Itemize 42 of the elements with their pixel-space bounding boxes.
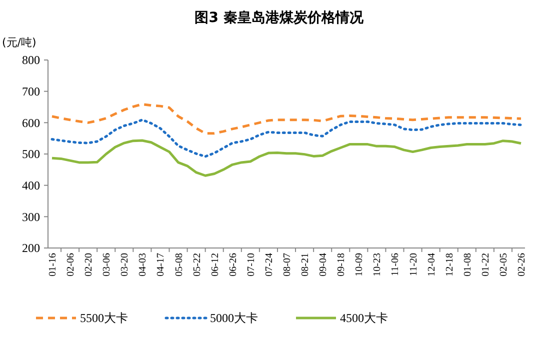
x-tick-label: 08-07 (282, 253, 293, 276)
legend-label: 4500大卡 (340, 311, 388, 326)
x-tick-label: 09-04 (318, 253, 330, 276)
x-tick-label: 01-16 (48, 253, 58, 276)
x-tick-label: 11-20 (408, 253, 420, 276)
x-tick-label: 09-18 (336, 253, 348, 276)
x-tick-label: 10-09 (354, 253, 366, 276)
x-tick-label: 10-23 (372, 253, 384, 276)
y-tick-label: 600 (22, 116, 40, 130)
x-tick-label: 02-20 (84, 253, 95, 276)
y-tick-label: 800 (22, 53, 40, 68)
line-series (50, 139, 522, 177)
x-tick-label: 07-24 (264, 253, 275, 276)
y-tick-label: 200 (22, 241, 40, 256)
x-tick-label: 12-04 (426, 253, 438, 276)
y-tick-label: 300 (22, 210, 40, 224)
x-tick-label: 07-10 (246, 253, 257, 276)
x-tick-label: 03-06 (102, 253, 113, 276)
x-tick-label: 06-12 (210, 253, 221, 276)
x-tick-label: 02-26 (516, 253, 528, 276)
x-tick-label: 01-22 (480, 253, 492, 276)
x-tick-label: 08-21 (300, 253, 312, 276)
chart-title: 图3 秦皇岛港煤炭价格情况 (194, 10, 364, 26)
legend-label: 5500大卡 (80, 311, 128, 326)
x-tick-label: 12-18 (444, 253, 456, 276)
x-tick-label: 11-06 (390, 253, 402, 276)
legend-label: 5000大卡 (210, 311, 258, 326)
y-tick-label: 700 (22, 84, 40, 99)
x-tick-label: 01-08 (462, 253, 474, 276)
x-tick-label: 05-22 (192, 253, 203, 276)
line-series (50, 102, 522, 135)
x-tick-label: 06-26 (228, 253, 239, 276)
line-series (50, 118, 522, 158)
x-tick-label: 03-20 (120, 253, 131, 276)
y-tick-label: 400 (22, 178, 40, 193)
x-tick-label: 04-17 (156, 253, 167, 276)
x-tick-label: 05-08 (174, 253, 185, 276)
y-tick-label: 500 (22, 147, 40, 162)
x-tick-label: 02-06 (66, 253, 77, 276)
x-tick-label: 02-05 (498, 253, 510, 276)
y-axis-title: (元/吨) (2, 36, 36, 49)
x-tick-label: 04-03 (138, 253, 149, 276)
